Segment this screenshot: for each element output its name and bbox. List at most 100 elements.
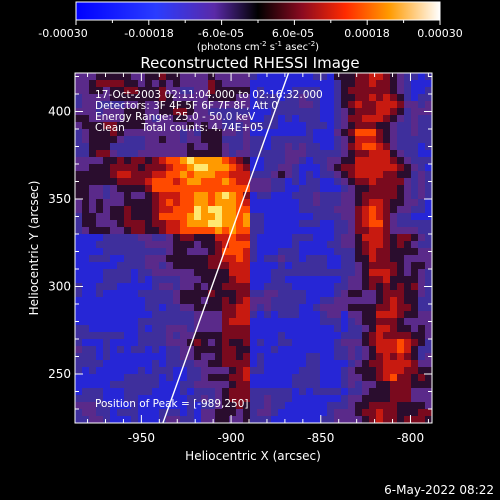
- heatmap-cell: [180, 332, 188, 340]
- heatmap-cell: [264, 220, 272, 228]
- heatmap-cell: [362, 262, 370, 270]
- heatmap-cell: [96, 157, 104, 165]
- heatmap-cell: [362, 199, 370, 207]
- heatmap-cell: [131, 115, 139, 123]
- heatmap-cell: [89, 276, 97, 284]
- heatmap-cell: [103, 346, 111, 354]
- heatmap-cell: [180, 276, 188, 284]
- heatmap-cell: [243, 241, 251, 249]
- heatmap-cell: [236, 178, 244, 186]
- heatmap-cell: [201, 178, 209, 186]
- heatmap-cell: [124, 276, 132, 284]
- heatmap-cell: [341, 374, 349, 382]
- heatmap-cell: [166, 143, 174, 151]
- heatmap-cell: [250, 353, 258, 361]
- heatmap-cell: [82, 185, 90, 193]
- heatmap-cell: [138, 283, 146, 291]
- heatmap-cell: [348, 311, 356, 319]
- heatmap-cell: [390, 325, 398, 333]
- heatmap-cell: [404, 416, 412, 423]
- heatmap-cell: [187, 164, 195, 172]
- heatmap-cell: [145, 346, 153, 354]
- heatmap-cell: [257, 171, 265, 179]
- heatmap-cell: [138, 248, 146, 256]
- heatmap-cell: [229, 94, 237, 102]
- heatmap-cell: [152, 101, 160, 109]
- heatmap-cell: [264, 80, 272, 88]
- heatmap-cell: [152, 402, 160, 410]
- heatmap-cell: [180, 304, 188, 312]
- heatmap-cell: [89, 262, 97, 270]
- heatmap-cell: [362, 388, 370, 396]
- heatmap-cell: [138, 381, 146, 389]
- heatmap-cell: [404, 409, 412, 417]
- heatmap-cell: [187, 416, 195, 423]
- heatmap-cell: [271, 129, 279, 137]
- heatmap-cell: [320, 339, 328, 347]
- heatmap-cell: [187, 276, 195, 284]
- heatmap-cell: [383, 115, 391, 123]
- heatmap-cell: [110, 136, 118, 144]
- heatmap-cell: [82, 339, 90, 347]
- heatmap-cell: [222, 346, 230, 354]
- heatmap-cell: [208, 332, 216, 340]
- heatmap-cell: [152, 164, 160, 172]
- heatmap-cell: [215, 276, 223, 284]
- heatmap-cell: [131, 143, 139, 151]
- heatmap-cell: [306, 101, 314, 109]
- heatmap-cell: [131, 318, 139, 326]
- heatmap-cell: [376, 353, 384, 361]
- heatmap-cell: [89, 164, 97, 172]
- heatmap-cell: [285, 409, 293, 417]
- heatmap-cell: [334, 199, 342, 207]
- heatmap-cell: [229, 157, 237, 165]
- heatmap-cell: [82, 269, 90, 277]
- heatmap-cell: [278, 381, 286, 389]
- heatmap-cell: [75, 129, 83, 137]
- heatmap-cell: [285, 395, 293, 403]
- heatmap-cell: [124, 388, 132, 396]
- heatmap-cell: [320, 220, 328, 228]
- heatmap-cell: [390, 171, 398, 179]
- heatmap-cell: [145, 304, 153, 312]
- heatmap-cell: [103, 171, 111, 179]
- heatmap-cell: [411, 164, 419, 172]
- heatmap-cell: [236, 304, 244, 312]
- heatmap-cell: [313, 395, 321, 403]
- heatmap-cell: [327, 101, 335, 109]
- heatmap-cell: [271, 395, 279, 403]
- heatmap-cell: [341, 234, 349, 242]
- heatmap-cell: [320, 388, 328, 396]
- heatmap-cell: [278, 346, 286, 354]
- heatmap-cell: [411, 178, 419, 186]
- heatmap-cell: [348, 388, 356, 396]
- heatmap-cell: [418, 143, 426, 151]
- heatmap-cell: [194, 332, 202, 340]
- heatmap-cell: [411, 402, 419, 410]
- heatmap-cell: [180, 325, 188, 333]
- heatmap-cell: [89, 213, 97, 221]
- heatmap-cell: [229, 87, 237, 95]
- heatmap-cell: [299, 241, 307, 249]
- heatmap-cell: [166, 87, 174, 95]
- heatmap-cell: [131, 101, 139, 109]
- heatmap-cell: [243, 150, 251, 158]
- heatmap-cell: [362, 136, 370, 144]
- heatmap-cell: [299, 297, 307, 305]
- heatmap-cell: [313, 276, 321, 284]
- heatmap-cell: [376, 234, 384, 242]
- heatmap-cell: [201, 311, 209, 319]
- heatmap-cell: [341, 143, 349, 151]
- heatmap-cell: [215, 339, 223, 347]
- heatmap-cell: [404, 94, 412, 102]
- heatmap-cell: [264, 409, 272, 417]
- heatmap-cell: [117, 318, 125, 326]
- heatmap-cell: [187, 171, 195, 179]
- heatmap-cell: [89, 339, 97, 347]
- heatmap-cell: [138, 255, 146, 263]
- heatmap-cell: [278, 150, 286, 158]
- heatmap-cell: [194, 318, 202, 326]
- heatmap-cell: [145, 164, 153, 172]
- heatmap-cell: [166, 234, 174, 242]
- heatmap-cell: [82, 290, 90, 298]
